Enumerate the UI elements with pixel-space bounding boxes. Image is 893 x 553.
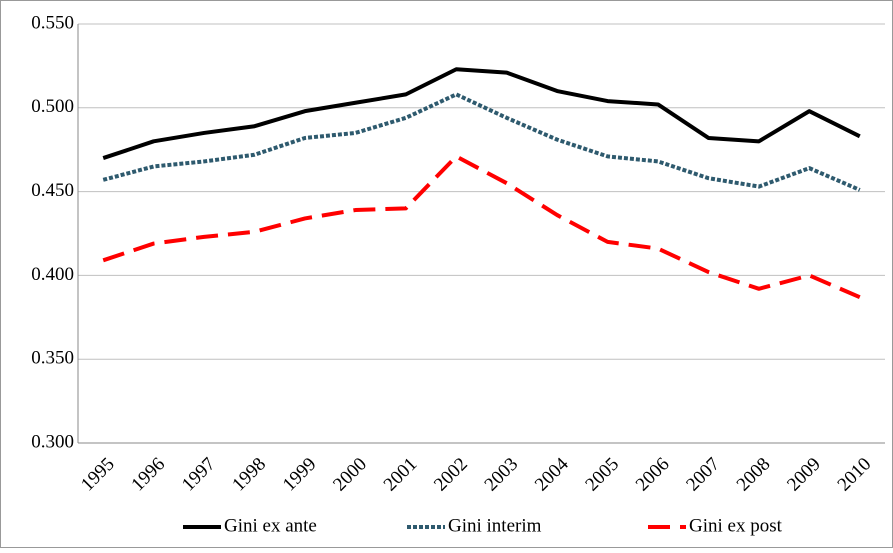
legend-label: Gini ex ante: [224, 515, 317, 536]
y-tick-label: 0.450: [31, 180, 74, 201]
y-tick-label: 0.350: [31, 348, 74, 369]
series-line: [102, 67, 861, 160]
series-line: [102, 154, 861, 300]
legend-label: Gini ex post: [689, 515, 783, 536]
y-tick-label: 0.300: [31, 431, 74, 452]
series-line: [102, 92, 861, 192]
y-tick-label: 0.400: [31, 264, 74, 285]
legend-label: Gini interim: [448, 515, 542, 536]
y-tick-label: 0.550: [31, 12, 74, 33]
y-tick-label: 0.500: [31, 96, 74, 117]
